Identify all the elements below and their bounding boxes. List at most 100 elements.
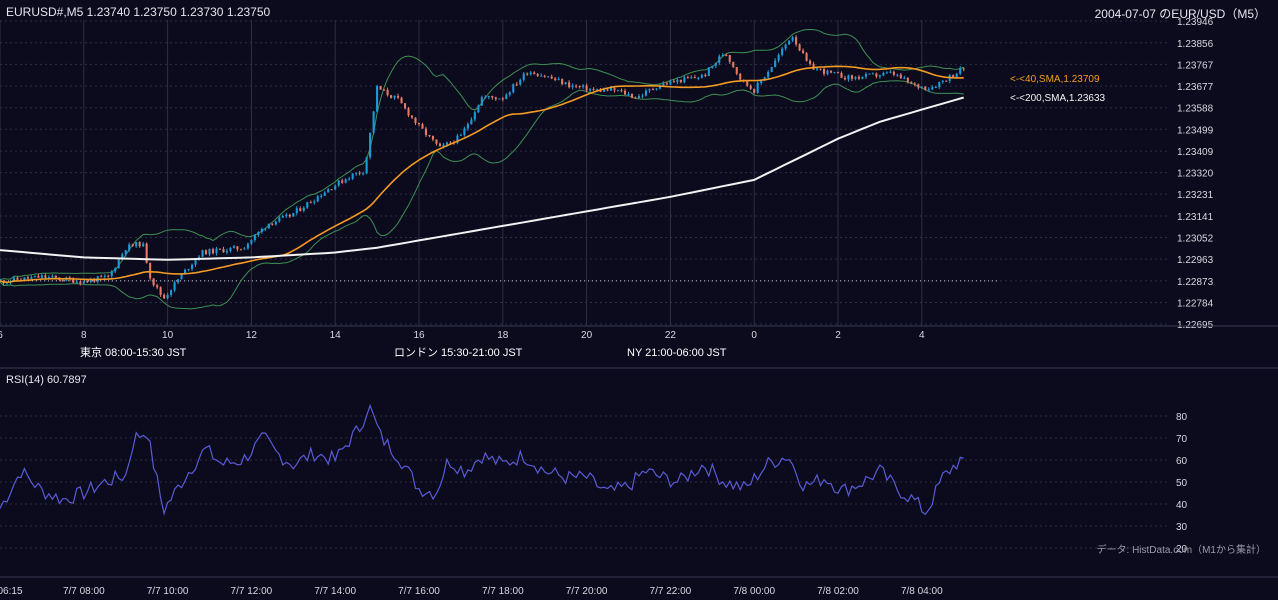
candle-body[interactable] bbox=[819, 68, 822, 70]
candle-body[interactable] bbox=[47, 277, 50, 279]
candle-body[interactable] bbox=[208, 249, 211, 255]
candle-body[interactable] bbox=[875, 73, 878, 77]
candle-body[interactable] bbox=[693, 77, 696, 79]
candle-body[interactable] bbox=[899, 74, 902, 79]
candle-body[interactable] bbox=[515, 84, 518, 86]
candle-body[interactable] bbox=[163, 294, 166, 299]
candle-body[interactable] bbox=[676, 79, 679, 83]
candle-body[interactable] bbox=[582, 85, 585, 87]
candle-body[interactable] bbox=[896, 74, 899, 76]
candle-body[interactable] bbox=[142, 243, 145, 247]
candle-body[interactable] bbox=[12, 277, 16, 282]
candle-body[interactable] bbox=[149, 262, 152, 279]
candle-body[interactable] bbox=[93, 279, 96, 282]
candle-body[interactable] bbox=[767, 71, 770, 78]
candle-body[interactable] bbox=[407, 108, 410, 116]
candle-body[interactable] bbox=[121, 254, 124, 260]
candle-body[interactable] bbox=[222, 249, 225, 253]
candle-body[interactable] bbox=[802, 50, 805, 54]
candle-body[interactable] bbox=[606, 89, 609, 91]
candle-body[interactable] bbox=[854, 76, 857, 79]
candle-body[interactable] bbox=[501, 98, 504, 100]
candle-body[interactable] bbox=[822, 68, 826, 74]
candle-body[interactable] bbox=[658, 85, 661, 89]
candle-body[interactable] bbox=[397, 95, 400, 98]
candle-body[interactable] bbox=[246, 243, 249, 249]
candle-body[interactable] bbox=[61, 279, 64, 281]
candle-body[interactable] bbox=[264, 228, 267, 230]
candle-body[interactable] bbox=[239, 249, 242, 251]
candle-body[interactable] bbox=[330, 189, 333, 191]
candle-body[interactable] bbox=[285, 214, 288, 217]
candle-body[interactable] bbox=[393, 95, 396, 98]
candle-body[interactable] bbox=[770, 67, 773, 72]
candle-body[interactable] bbox=[30, 277, 33, 279]
candle-body[interactable] bbox=[302, 207, 305, 211]
candle-body[interactable] bbox=[547, 76, 550, 78]
candle-body[interactable] bbox=[376, 86, 379, 112]
candle-body[interactable] bbox=[878, 75, 881, 77]
candle-body[interactable] bbox=[72, 279, 75, 283]
candle-body[interactable] bbox=[295, 208, 298, 213]
candle-body[interactable] bbox=[23, 277, 26, 281]
candle-body[interactable] bbox=[781, 48, 784, 55]
candle-body[interactable] bbox=[253, 235, 256, 240]
candle-body[interactable] bbox=[466, 124, 469, 129]
candle-body[interactable] bbox=[714, 62, 717, 66]
candle-body[interactable] bbox=[603, 89, 606, 92]
candle-body[interactable] bbox=[215, 248, 218, 254]
candle-body[interactable] bbox=[630, 94, 634, 98]
candle-body[interactable] bbox=[669, 81, 672, 85]
candle-body[interactable] bbox=[711, 65, 714, 68]
candle-body[interactable] bbox=[641, 95, 644, 97]
candle-body[interactable] bbox=[403, 103, 407, 109]
candle-body[interactable] bbox=[651, 89, 654, 91]
candle-body[interactable] bbox=[857, 76, 860, 79]
candle-body[interactable] bbox=[850, 75, 854, 79]
candle-body[interactable] bbox=[864, 74, 867, 77]
candle-body[interactable] bbox=[152, 278, 155, 286]
candle-body[interactable] bbox=[170, 290, 173, 295]
candle-body[interactable] bbox=[323, 192, 326, 196]
candle-body[interactable] bbox=[917, 84, 920, 88]
candle-body[interactable] bbox=[16, 277, 19, 280]
candle-body[interactable] bbox=[718, 56, 721, 63]
candle-body[interactable] bbox=[100, 276, 103, 278]
candle-body[interactable] bbox=[320, 195, 323, 197]
candle-body[interactable] bbox=[931, 87, 934, 90]
candle-body[interactable] bbox=[292, 212, 295, 217]
candle-body[interactable] bbox=[51, 275, 54, 278]
candle-body[interactable] bbox=[648, 89, 651, 91]
candle-body[interactable] bbox=[114, 268, 117, 272]
candle-body[interactable] bbox=[341, 180, 344, 183]
candle-body[interactable] bbox=[533, 72, 536, 75]
candle-body[interactable] bbox=[955, 73, 958, 78]
candle-body[interactable] bbox=[480, 97, 483, 106]
candle-body[interactable] bbox=[107, 275, 110, 277]
candle-body[interactable] bbox=[257, 232, 260, 236]
candle-body[interactable] bbox=[281, 216, 284, 218]
candle-body[interactable] bbox=[428, 135, 431, 137]
candle-body[interactable] bbox=[575, 85, 578, 87]
candle-body[interactable] bbox=[138, 242, 141, 247]
candle-body[interactable] bbox=[683, 77, 686, 83]
candle-body[interactable] bbox=[704, 74, 707, 76]
candle-body[interactable] bbox=[86, 281, 89, 283]
candle-body[interactable] bbox=[201, 250, 204, 257]
candle-body[interactable] bbox=[644, 90, 648, 96]
candle-body[interactable] bbox=[494, 97, 497, 100]
candle-body[interactable] bbox=[299, 208, 302, 211]
candle-body[interactable] bbox=[477, 105, 480, 113]
candle-body[interactable] bbox=[739, 73, 742, 80]
candle-body[interactable] bbox=[889, 71, 892, 73]
candle-body[interactable] bbox=[288, 214, 291, 217]
candle-body[interactable] bbox=[250, 239, 253, 244]
candle-body[interactable] bbox=[690, 77, 693, 79]
candle-body[interactable] bbox=[44, 275, 47, 278]
candle-body[interactable] bbox=[892, 71, 895, 75]
candle-body[interactable] bbox=[665, 83, 668, 85]
candle-body[interactable] bbox=[798, 44, 801, 51]
candle-body[interactable] bbox=[585, 85, 588, 91]
candle-body[interactable] bbox=[697, 77, 700, 79]
candle-body[interactable] bbox=[756, 82, 759, 93]
